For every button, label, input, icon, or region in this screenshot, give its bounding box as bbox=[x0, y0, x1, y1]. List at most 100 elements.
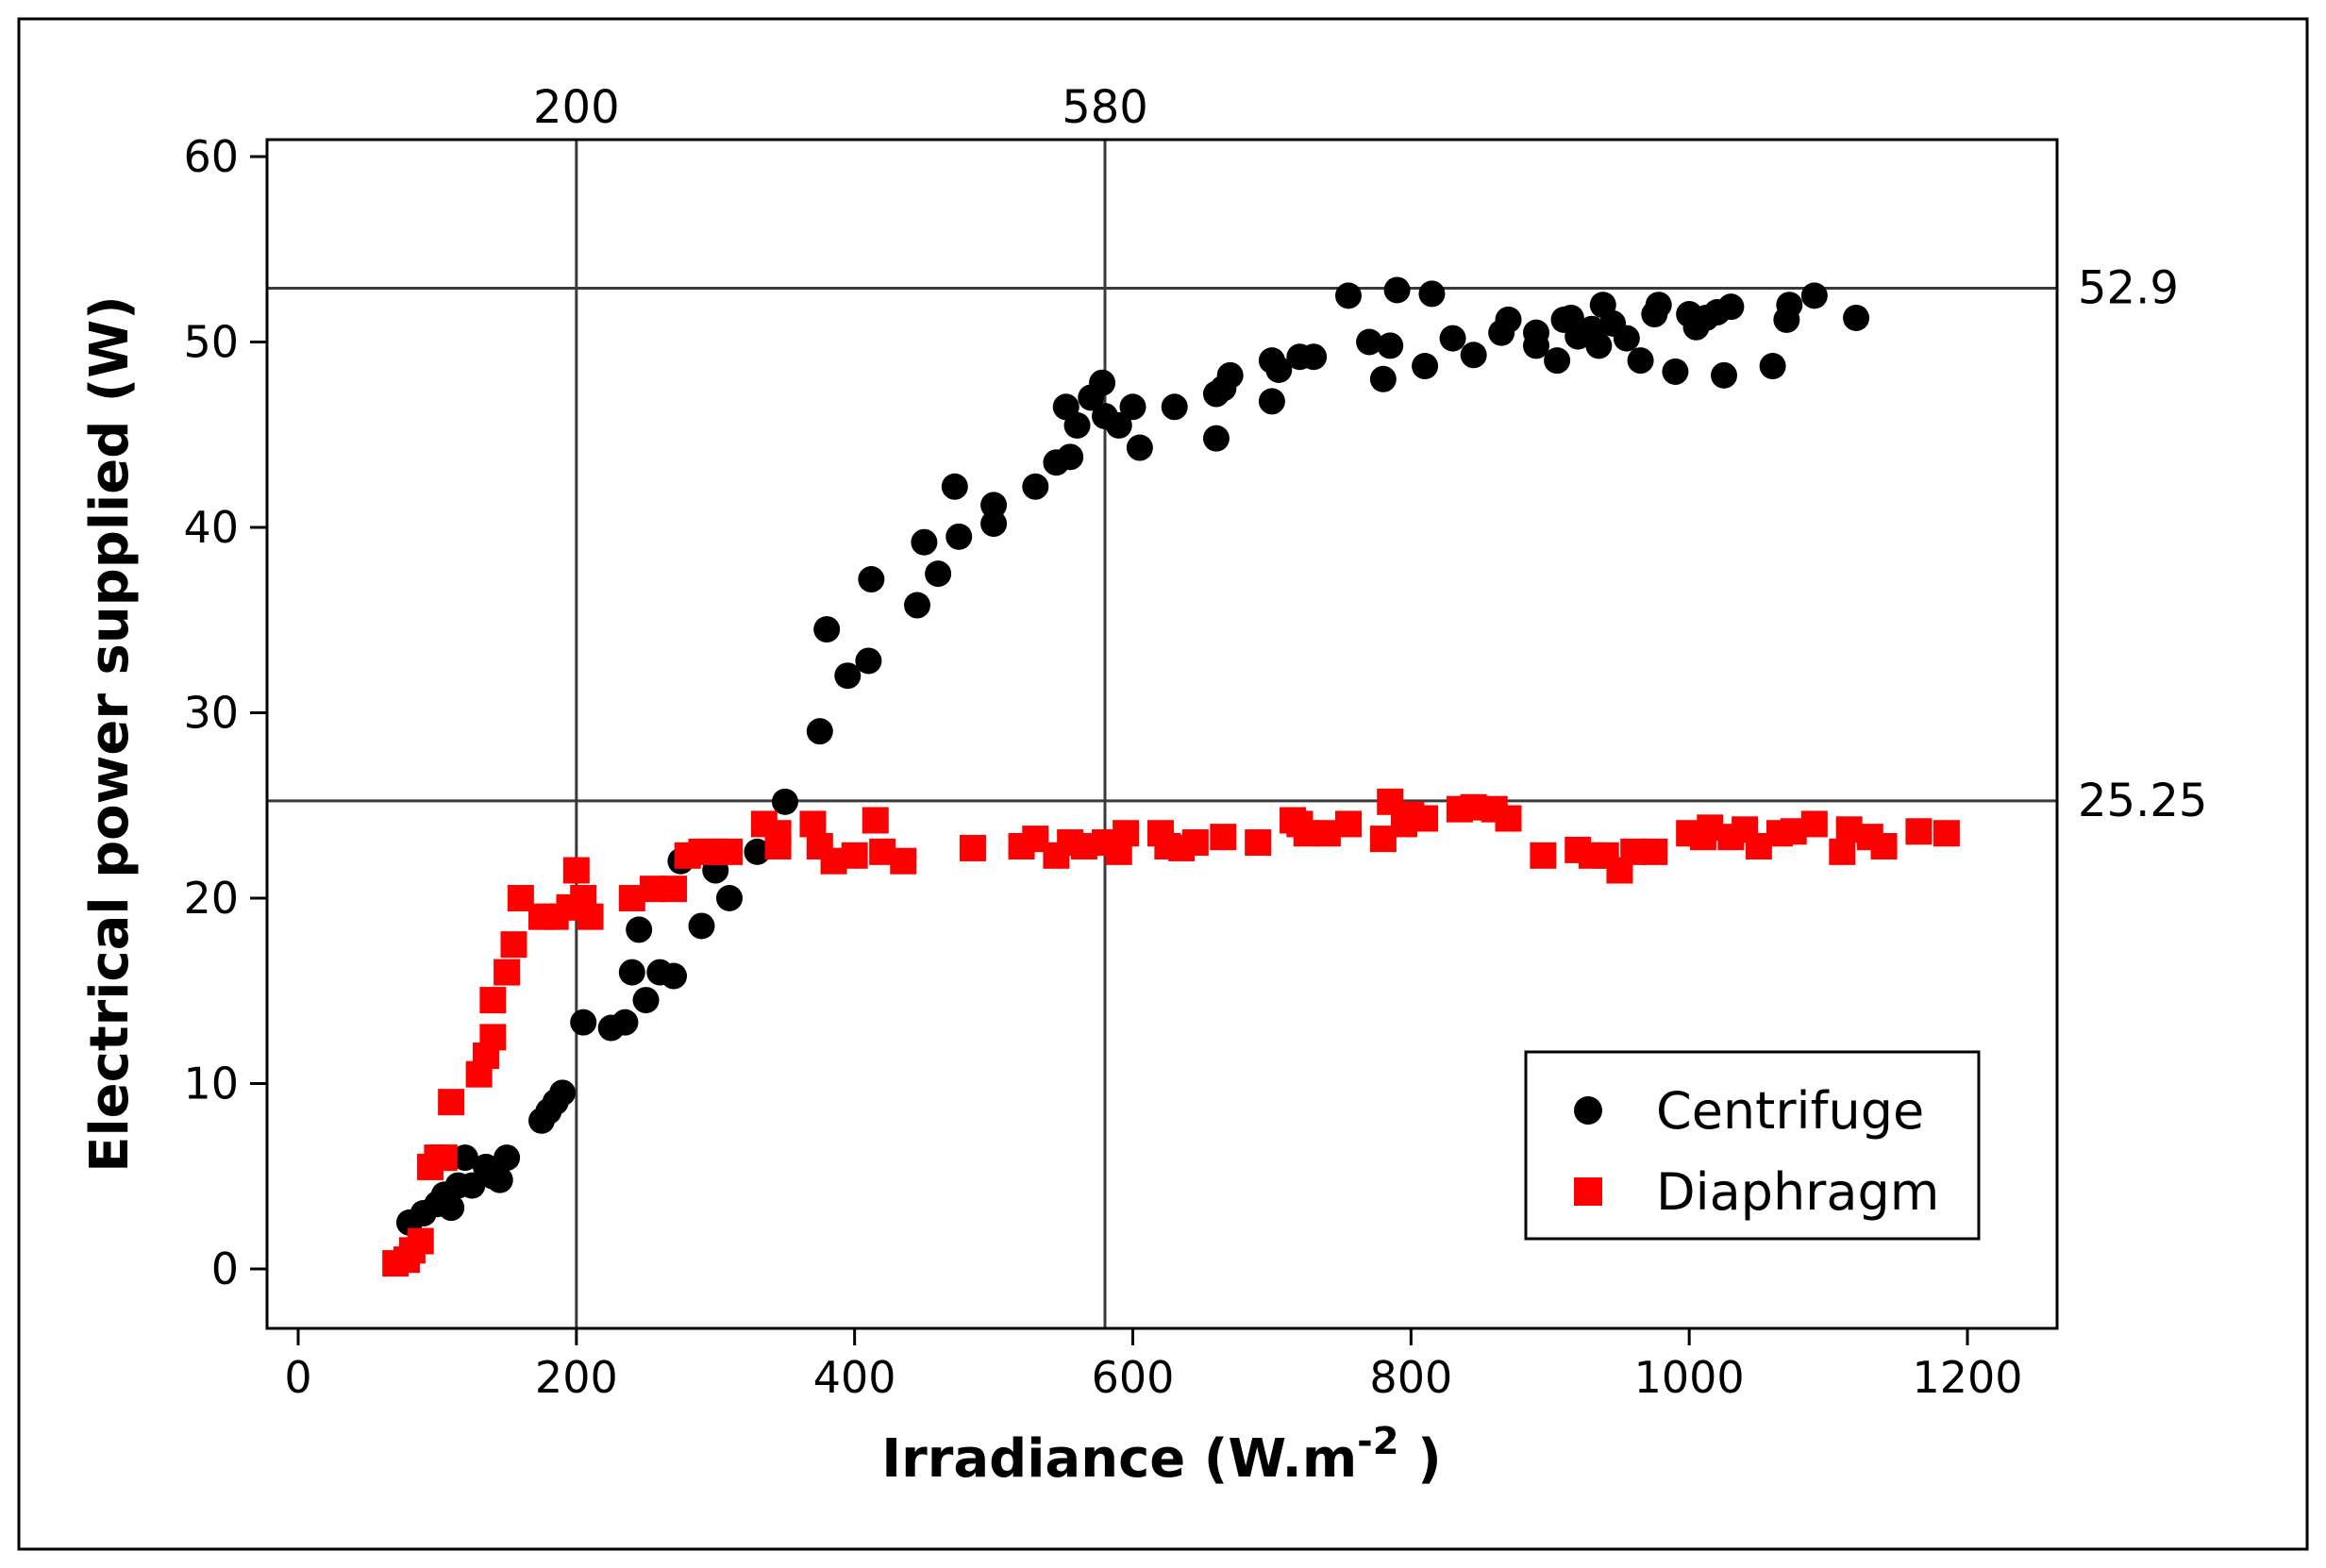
diaphragm-point bbox=[430, 1144, 458, 1172]
diaphragm-point bbox=[1181, 829, 1209, 857]
diaphragm-point bbox=[479, 1024, 507, 1051]
diaphragm-point bbox=[1870, 832, 1898, 859]
centrifuge-point bbox=[1439, 325, 1466, 352]
centrifuge-point bbox=[1627, 347, 1654, 375]
centrifuge-point bbox=[1356, 328, 1383, 356]
diaphragm-point bbox=[1641, 838, 1668, 865]
centrifuge-point bbox=[1544, 347, 1571, 375]
x-tick-label: 800 bbox=[1369, 1352, 1452, 1403]
figure-frame bbox=[17, 17, 2309, 1551]
centrifuge-point bbox=[911, 528, 938, 556]
centrifuge-point bbox=[451, 1144, 478, 1172]
legend-marker-centrifuge bbox=[1574, 1096, 1602, 1125]
centrifuge-point bbox=[661, 962, 688, 990]
x-tick-label: 400 bbox=[813, 1352, 896, 1403]
diaphragm-point bbox=[1933, 820, 1960, 847]
centrifuge-point bbox=[834, 662, 862, 690]
centrifuge-point bbox=[494, 1144, 521, 1172]
centrifuge-point bbox=[1216, 361, 1244, 389]
diaphragm-point bbox=[562, 857, 590, 884]
centrifuge-point bbox=[1334, 282, 1362, 309]
centrifuge-point bbox=[1843, 304, 1870, 331]
diaphragm-point bbox=[959, 834, 986, 861]
diaphragm-point bbox=[1495, 805, 1522, 832]
vertical-reference-label: 580 bbox=[1062, 81, 1148, 134]
reference-lines: 200 580 52.9 25.25 bbox=[267, 81, 2207, 1328]
centrifuge-point bbox=[1645, 292, 1672, 319]
x-tick-label: 1200 bbox=[1912, 1352, 2022, 1403]
legend: Centrifuge Diaphragm bbox=[1524, 1050, 1981, 1241]
centrifuge-point bbox=[925, 560, 952, 588]
horizontal-reference-label: 52.9 bbox=[2078, 262, 2179, 315]
centrifuge-point bbox=[438, 1194, 465, 1222]
centrifuge-point bbox=[941, 473, 968, 500]
centrifuge-point bbox=[1662, 358, 1689, 385]
centrifuge-point bbox=[459, 1172, 486, 1199]
legend-box bbox=[1524, 1050, 1981, 1241]
centrifuge-point bbox=[688, 912, 715, 940]
diaphragm-point bbox=[862, 807, 889, 834]
legend-label-diaphragm: Diaphragm bbox=[1656, 1162, 1939, 1222]
series-centrifuge bbox=[395, 276, 1870, 1236]
centrifuge-point bbox=[1800, 282, 1828, 309]
diaphragm-point bbox=[1800, 810, 1828, 838]
legend-label-centrifuge: Centrifuge bbox=[1656, 1081, 1924, 1141]
centrifuge-point bbox=[1613, 325, 1640, 352]
centrifuge-point bbox=[1300, 343, 1328, 371]
diaphragm-point bbox=[1905, 818, 1933, 845]
centrifuge-point bbox=[715, 885, 743, 911]
centrifuge-point bbox=[611, 1009, 639, 1036]
series-diaphragm bbox=[382, 788, 1960, 1277]
diaphragm-point bbox=[799, 810, 827, 838]
diaphragm-point bbox=[1829, 838, 1856, 865]
centrifuge-point bbox=[904, 592, 931, 619]
y-tick-label: 50 bbox=[183, 317, 239, 368]
diaphragm-point bbox=[1530, 842, 1557, 869]
legend-marker-diaphragm bbox=[1574, 1177, 1602, 1206]
centrifuge-point bbox=[980, 492, 1008, 519]
centrifuge-point bbox=[1495, 306, 1522, 333]
horizontal-reference-label: 25.25 bbox=[2078, 775, 2207, 827]
centrifuge-point bbox=[1105, 411, 1132, 439]
x-tick-label: 200 bbox=[535, 1352, 618, 1403]
centrifuge-point bbox=[1258, 388, 1285, 415]
centrifuge-point bbox=[1383, 276, 1411, 304]
centrifuge-point bbox=[1585, 332, 1613, 359]
x-axis: 0 200 400 600 800 1000 1200 bbox=[284, 1328, 2023, 1403]
diaphragm-point bbox=[494, 959, 521, 986]
diaphragm-point bbox=[661, 876, 688, 903]
centrifuge-point bbox=[618, 959, 645, 986]
x-axis-title-suffix: ) bbox=[1399, 1428, 1442, 1490]
centrifuge-point bbox=[1460, 342, 1487, 369]
diaphragm-point bbox=[577, 903, 604, 930]
x-axis-title-main: Irradiance (W.m bbox=[881, 1428, 1357, 1490]
diaphragm-point bbox=[500, 931, 527, 959]
diaphragm-point bbox=[1334, 810, 1362, 838]
vertical-reference-label: 200 bbox=[533, 81, 620, 134]
centrifuge-point bbox=[1202, 425, 1230, 452]
centrifuge-point bbox=[1377, 332, 1404, 359]
diaphragm-point bbox=[890, 847, 917, 875]
diaphragm-point bbox=[1245, 829, 1272, 857]
centrifuge-point bbox=[744, 838, 771, 865]
y-axis-title: Electrical power supplied (W) bbox=[79, 295, 141, 1173]
centrifuge-point bbox=[806, 718, 833, 745]
diaphragm-point bbox=[1113, 820, 1140, 847]
y-tick-label: 40 bbox=[183, 502, 239, 553]
y-tick-label: 60 bbox=[183, 131, 239, 182]
centrifuge-point bbox=[1119, 393, 1146, 421]
centrifuge-point bbox=[1776, 292, 1803, 319]
centrifuge-point bbox=[486, 1166, 513, 1193]
centrifuge-point bbox=[1412, 353, 1439, 380]
centrifuge-point bbox=[632, 987, 660, 1014]
centrifuge-point bbox=[1057, 443, 1084, 471]
diaphragm-point bbox=[764, 820, 792, 847]
centrifuge-point bbox=[1523, 332, 1550, 359]
centrifuge-point bbox=[813, 616, 841, 643]
diaphragm-point bbox=[407, 1227, 434, 1255]
y-tick-label: 10 bbox=[183, 1059, 239, 1109]
centrifuge-point bbox=[1418, 280, 1446, 308]
centrifuge-point bbox=[1089, 369, 1116, 396]
centrifuge-point bbox=[771, 788, 798, 815]
centrifuge-point bbox=[1759, 353, 1786, 380]
